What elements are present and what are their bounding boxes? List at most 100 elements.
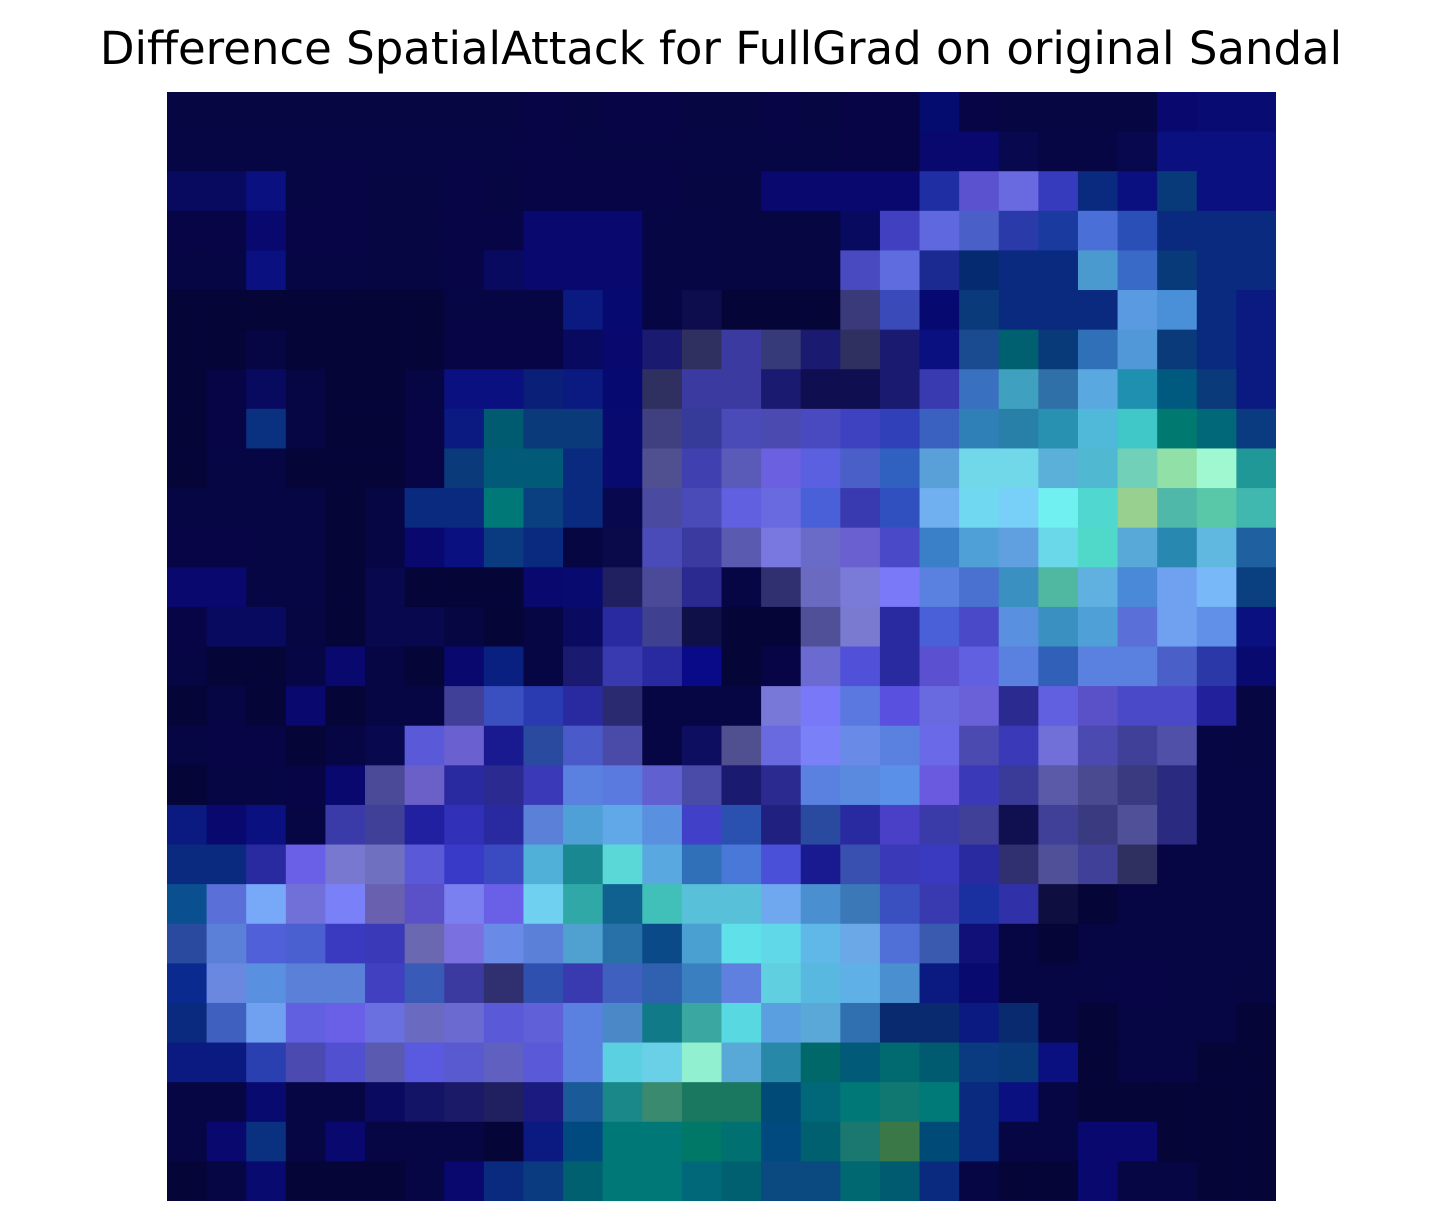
heatmap-cell — [404, 369, 445, 410]
heatmap-cell — [444, 369, 485, 410]
heatmap-cell — [602, 369, 643, 410]
heatmap-cell — [959, 210, 1000, 252]
heatmap-cell — [721, 92, 762, 133]
heatmap-cell — [879, 171, 921, 212]
heatmap-cell — [602, 250, 643, 291]
heatmap-cell — [840, 923, 881, 964]
heatmap-cell — [1038, 923, 1079, 964]
heatmap-cell — [206, 1002, 247, 1044]
heatmap-cell — [879, 923, 921, 964]
heatmap-cell — [1196, 290, 1237, 331]
heatmap-cell — [325, 527, 366, 568]
heatmap-cell — [919, 1121, 960, 1162]
heatmap-cell — [404, 963, 445, 1004]
heatmap-cell — [840, 686, 881, 727]
heatmap-cell — [1038, 567, 1079, 608]
heatmap-cell — [840, 1002, 881, 1044]
heatmap-cell — [800, 369, 841, 410]
heatmap-cell — [1236, 171, 1276, 212]
heatmap-cell — [523, 1002, 564, 1044]
heatmap-cell — [1077, 329, 1119, 370]
heatmap-cell — [681, 369, 723, 410]
heatmap-cell — [563, 1121, 604, 1162]
heatmap-cell — [404, 210, 445, 252]
heatmap-cell — [1077, 646, 1119, 687]
heatmap-cell — [800, 210, 841, 252]
heatmap-cell — [761, 131, 802, 172]
heatmap-cell — [998, 606, 1039, 648]
heatmap-cell — [1236, 804, 1276, 846]
heatmap-cell — [483, 210, 525, 252]
heatmap-cell — [206, 567, 247, 608]
heatmap-cell — [365, 765, 406, 806]
heatmap-cell — [1077, 408, 1119, 450]
heatmap-cell — [840, 963, 881, 1004]
heatmap-cell — [1038, 844, 1079, 885]
heatmap-cell — [523, 884, 564, 925]
heatmap-cell — [523, 765, 564, 806]
heatmap-cell — [761, 290, 802, 331]
heatmap-cell — [483, 1121, 525, 1162]
heatmap-cell — [1038, 765, 1079, 806]
heatmap-cell — [1038, 92, 1079, 133]
heatmap-cell — [642, 250, 683, 291]
heatmap-cell — [1157, 488, 1198, 529]
heatmap-cell — [1157, 210, 1198, 252]
heatmap-cell — [1157, 290, 1198, 331]
heatmap-cell — [1117, 1002, 1158, 1044]
heatmap-cell — [285, 1082, 327, 1123]
heatmap-cell — [167, 923, 208, 964]
heatmap-cell — [1038, 329, 1079, 370]
heatmap-cell — [681, 92, 723, 133]
heatmap-cell — [721, 1161, 762, 1201]
heatmap-cell — [167, 567, 208, 608]
heatmap-cell — [721, 963, 762, 1004]
heatmap-cell — [761, 686, 802, 727]
heatmap-cell — [681, 567, 723, 608]
heatmap-cell — [879, 527, 921, 568]
heatmap-cell — [1196, 488, 1237, 529]
heatmap-cell — [167, 210, 208, 252]
heatmap-cell — [1196, 369, 1237, 410]
heatmap-cell — [840, 131, 881, 172]
heatmap-cell — [285, 884, 327, 925]
heatmap-cell — [167, 765, 208, 806]
heatmap-cell — [563, 369, 604, 410]
heatmap-cell — [246, 448, 287, 489]
heatmap-cell — [761, 408, 802, 450]
heatmap-cell — [642, 923, 683, 964]
heatmap-cell — [840, 92, 881, 133]
heatmap-cell — [1117, 448, 1158, 489]
heatmap-cell — [404, 1161, 445, 1201]
heatmap-cell — [840, 290, 881, 331]
heatmap-cell — [642, 686, 683, 727]
heatmap-cell — [523, 210, 564, 252]
heatmap-cell — [800, 923, 841, 964]
heatmap-cell — [1117, 844, 1158, 885]
heatmap-cell — [483, 408, 525, 450]
heatmap-cell — [444, 171, 485, 212]
heatmap-cell — [246, 408, 287, 450]
heatmap-cell — [721, 1002, 762, 1044]
heatmap-cell — [761, 488, 802, 529]
heatmap-cell — [1236, 92, 1276, 133]
heatmap-cell — [721, 804, 762, 846]
heatmap-cell — [325, 92, 366, 133]
heatmap-cell — [1038, 1082, 1079, 1123]
heatmap-cell — [840, 567, 881, 608]
heatmap-cell — [1038, 527, 1079, 568]
heatmap-cell — [998, 844, 1039, 885]
heatmap-cell — [1236, 606, 1276, 648]
heatmap-cell — [1038, 1121, 1079, 1162]
heatmap-cell — [761, 963, 802, 1004]
heatmap-cell — [602, 210, 643, 252]
heatmap-cell — [879, 686, 921, 727]
heatmap-cell — [959, 171, 1000, 212]
heatmap-cell — [1038, 250, 1079, 291]
heatmap-cell — [998, 210, 1039, 252]
heatmap-cell — [959, 567, 1000, 608]
heatmap-cell — [325, 1161, 366, 1201]
heatmap-cell — [1117, 92, 1158, 133]
heatmap-cell — [1196, 725, 1237, 766]
heatmap-cell — [325, 725, 366, 766]
